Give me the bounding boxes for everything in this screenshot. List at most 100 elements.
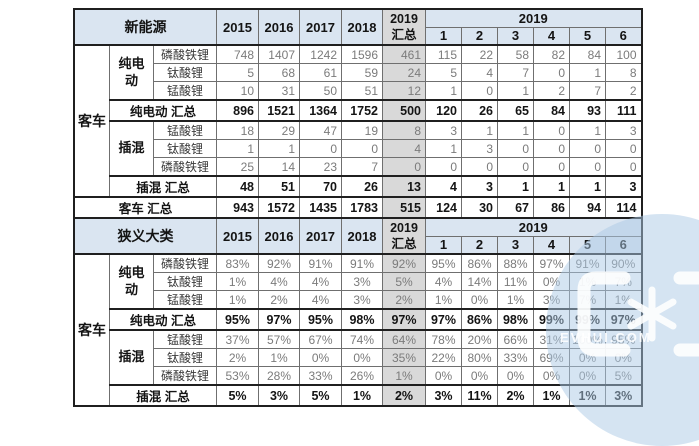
value-cell: 19 — [341, 120, 383, 140]
value-cell: 28% — [258, 366, 300, 386]
value-cell: 67% — [299, 329, 342, 349]
table-row: 锰酸锂 1% 2% 4% 3% 2% 1% 0% 1% 3% 7% 1% — [74, 290, 642, 310]
value-cell: 2% — [382, 290, 426, 310]
col-header-month-4: 4 — [533, 235, 570, 255]
value-cell: 0 — [461, 157, 498, 177]
col-header-month-6: 6 — [605, 235, 642, 255]
sum-line1: 2019 — [390, 11, 418, 26]
value-cell: 31 — [258, 81, 300, 101]
value-cell: 1 — [258, 139, 300, 158]
value-cell: 3% — [533, 290, 570, 310]
table-row: 钛酸锂 1 1 0 0 4 1 3 0 0 0 0 — [74, 139, 642, 158]
value-cell: 0 — [533, 63, 570, 82]
value-cell: 4% — [299, 272, 342, 291]
value-cell: 3 — [425, 120, 462, 140]
value-cell: 1 — [461, 120, 498, 140]
col-header-month-5: 5 — [569, 26, 606, 46]
col-header-2015: 2015 — [216, 8, 259, 46]
header-row: 狭义大类 2015 2016 2017 2018 2019 汇总 2019 — [73, 217, 642, 255]
value-cell: 24 — [382, 63, 426, 82]
value-cell: 0 — [533, 139, 570, 158]
value-cell: 26% — [341, 366, 383, 386]
value-cell: 0 — [497, 139, 534, 158]
row-label: 钛酸锂 — [153, 348, 217, 367]
value-cell: 20% — [461, 329, 498, 349]
table-row: 插混 锰酸锂 37% 57% 67% 74% 64% 78% 20% 66% 31% 100% 95% — [74, 329, 642, 386]
col-header-2016: 2016 — [258, 217, 300, 255]
value-cell: 95% — [425, 253, 462, 273]
value-cell: 0 — [461, 81, 498, 101]
row-label: 锰酸锂 — [153, 290, 217, 310]
value-cell: 1 — [425, 81, 462, 101]
table-row: 插混 汇总 5% 3% 5% 1% 2% 3% 11% 2% 1% 1% 3% — [74, 384, 642, 407]
row-label: 磷酸铁锂 — [153, 253, 217, 273]
col-header-month-1: 1 — [425, 26, 462, 46]
row-label: 钛酸锂 — [153, 63, 217, 82]
col-header-month-3: 3 — [497, 235, 534, 255]
value-cell: 69% — [533, 348, 570, 367]
value-cell: 94 — [569, 196, 606, 219]
sum-line2: 汇总 — [391, 28, 417, 42]
group-label: 插混 — [109, 329, 154, 386]
value-cell: 48 — [216, 175, 259, 198]
value-cell: 8 — [382, 120, 426, 140]
value-cell: 23 — [299, 157, 342, 177]
table-row: 钛酸锂 5 68 61 59 24 5 4 7 0 1 8 — [74, 63, 642, 82]
value-cell: 59 — [341, 63, 383, 82]
table-header: 新能源 2015 2016 2017 2018 2019 汇总 2019 1 2 3 4 5 6 — [73, 8, 642, 46]
table-row: 客车 纯电动 磷酸铁锂 83% 92% 91% 91% 92% 95% 86% 88% 97% 91% 9… — [73, 253, 642, 407]
value-cell: 0 — [533, 157, 570, 177]
value-cell: 84 — [533, 99, 570, 122]
value-cell: 4% — [425, 272, 462, 291]
value-cell: 35% — [382, 348, 426, 367]
value-cell: 0 — [425, 157, 462, 177]
value-cell: 100 — [605, 44, 642, 64]
value-cell: 943 — [216, 196, 259, 219]
row-label: 锰酸锂 — [153, 81, 217, 101]
value-cell: 11% — [461, 384, 498, 407]
value-cell: 95% — [605, 329, 642, 349]
col-header-2016: 2016 — [258, 8, 300, 46]
value-cell: 25 — [216, 157, 259, 177]
value-cell: 1% — [382, 366, 426, 386]
value-cell: 3% — [341, 290, 383, 310]
value-cell: 2 — [533, 81, 570, 101]
value-cell: 91% — [299, 253, 342, 273]
table-row: 纯电动 汇总 896 1521 1364 1752 500 120 26 65 84 93 111 — [74, 99, 642, 122]
value-cell: 7% — [569, 290, 606, 310]
value-cell: 1752 — [341, 99, 383, 122]
col-header-2018: 2018 — [341, 217, 383, 255]
value-cell: 1% — [569, 272, 606, 291]
value-cell: 58 — [497, 44, 534, 64]
row-label: 锰酸锂 — [153, 329, 217, 349]
value-cell: 1 — [569, 120, 606, 140]
value-cell: 1 — [425, 139, 462, 158]
value-cell: 7 — [341, 157, 383, 177]
table-row: 插混 汇总 48 51 70 26 13 4 3 1 1 1 3 — [74, 175, 642, 198]
row-label: 磷酸铁锂 — [153, 366, 217, 386]
value-cell: 0% — [605, 348, 642, 367]
value-cell: 2% — [382, 384, 426, 407]
value-cell: 83% — [216, 253, 259, 273]
table-header: 狭义大类 2015 2016 2017 2018 2019 汇总 2019 1 2 3 4 5 6 — [73, 217, 642, 255]
value-cell: 0% — [533, 272, 570, 291]
value-cell: 51 — [341, 81, 383, 101]
value-cell: 1% — [533, 384, 570, 407]
value-cell: 3% — [258, 384, 300, 407]
value-cell: 86 — [533, 196, 570, 219]
value-cell: 1364 — [299, 99, 342, 122]
value-cell: 0 — [341, 139, 383, 158]
value-cell: 65 — [497, 99, 534, 122]
value-cell: 461 — [382, 44, 426, 64]
value-cell: 1242 — [299, 44, 342, 64]
value-cell: 0% — [497, 366, 534, 386]
value-cell: 99% — [533, 308, 570, 331]
value-cell: 4 — [425, 175, 462, 198]
value-cell: 68 — [258, 63, 300, 82]
value-cell: 70 — [299, 175, 342, 198]
value-cell: 1% — [425, 290, 462, 310]
value-cell: 5% — [605, 366, 642, 386]
vehicle-label: 客车 — [73, 253, 110, 407]
value-cell: 66% — [497, 329, 534, 349]
table-row: 钛酸锂 2% 1% 0% 0% 35% 22% 80% 33% 69% 0% 0% — [74, 348, 642, 367]
